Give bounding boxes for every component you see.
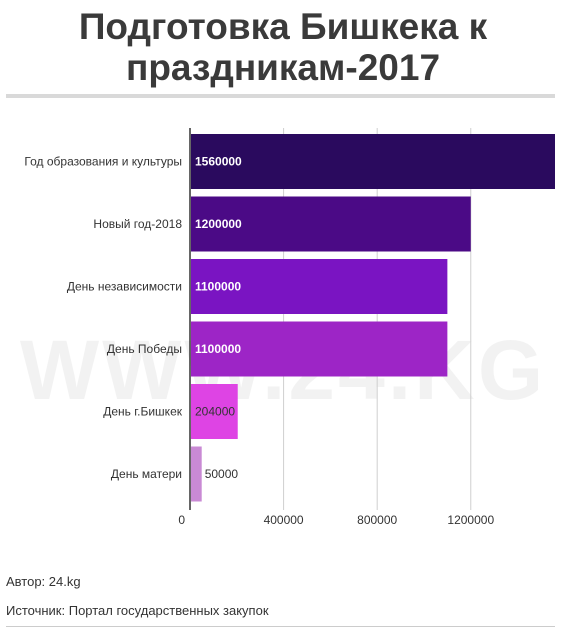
- category-label: День матери: [111, 467, 182, 481]
- bar: [191, 384, 238, 439]
- title-divider: [6, 94, 555, 98]
- value-label: 204000: [195, 405, 235, 419]
- bar: [191, 196, 471, 252]
- category-label: Новый год-2018: [93, 217, 182, 231]
- value-label: 1100000: [195, 342, 241, 356]
- author-credit: Автор: 24.kg: [6, 574, 81, 589]
- value-label: 1560000: [195, 155, 242, 169]
- x-tick-label: 400000: [264, 513, 304, 527]
- value-label: 50000: [205, 467, 239, 481]
- bar: [191, 134, 555, 189]
- source-credit: Источник: Портал государственных закупок: [6, 603, 269, 618]
- category-label: День Победы: [107, 342, 182, 356]
- x-tick-label: 0: [178, 513, 185, 527]
- x-tick-label: 800000: [357, 513, 397, 527]
- bars: [191, 134, 555, 502]
- bar: [191, 321, 448, 377]
- value-labels: 1560000 1200000 1100000 1100000 204000 50000: [195, 155, 242, 482]
- chart-title-line-2: праздникам-2017: [125, 47, 441, 88]
- value-label: 1200000: [195, 217, 242, 231]
- chart-title: Подготовка Бишкека к праздникам-2017: [0, 6, 566, 88]
- category-label: День г.Бишкек: [103, 405, 183, 419]
- category-labels: Год образования и культуры Новый год-2018…: [24, 155, 182, 482]
- category-label: Год образования и культуры: [24, 155, 182, 169]
- category-label: День независимости: [67, 280, 182, 294]
- value-label: 1100000: [195, 280, 241, 294]
- x-tick-label: 1200000: [447, 513, 494, 527]
- gridlines: [189, 128, 472, 510]
- x-tick-labels: 0 400000 800000 1200000: [178, 513, 494, 527]
- bar: [191, 446, 202, 502]
- footer-divider: [6, 626, 555, 627]
- chart-title-line-1: Подготовка Бишкека к: [78, 6, 488, 47]
- bar-chart: Год образования и культуры Новый год-2018…: [24, 128, 555, 527]
- bar: [191, 259, 448, 314]
